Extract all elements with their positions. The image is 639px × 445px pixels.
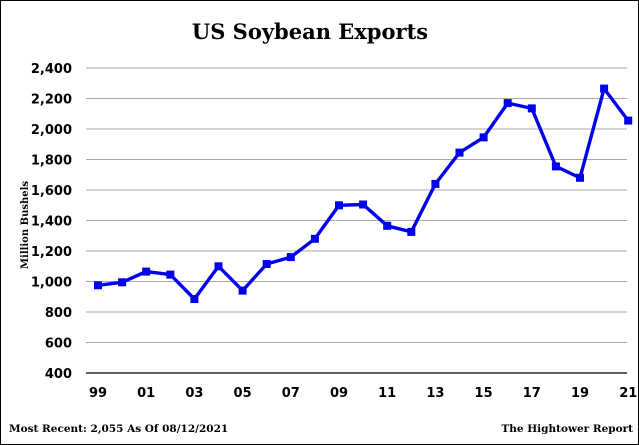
y-tick-label: 1,400 bbox=[31, 215, 72, 230]
data-point bbox=[335, 201, 343, 210]
data-point bbox=[214, 262, 223, 271]
y-tick-label: 1,600 bbox=[31, 184, 72, 199]
data-point bbox=[455, 148, 464, 157]
x-tick-label: 07 bbox=[282, 386, 300, 401]
series-line bbox=[96, 86, 630, 301]
y-tick-label: 1,800 bbox=[31, 154, 72, 169]
x-tick-label: 09 bbox=[330, 386, 348, 401]
gridlines bbox=[86, 67, 627, 374]
y-tick-label: 400 bbox=[45, 367, 72, 382]
y-tick-label: 2,200 bbox=[31, 93, 72, 108]
data-point bbox=[286, 253, 295, 262]
y-axis-label: Million Bushels bbox=[20, 181, 31, 269]
chart-title: US Soybean Exports bbox=[192, 19, 428, 44]
data-point bbox=[431, 179, 440, 188]
y-tick-labels: 2,400 2,200 2,000 1,800 1,600 1,400 1,200 1,000… bbox=[31, 62, 72, 382]
data-point bbox=[142, 267, 151, 276]
x-tick-label: 13 bbox=[426, 386, 444, 401]
series-group bbox=[94, 84, 633, 303]
x-tick-labels: 99 01 03 05 07 09 11 13 15 17 19 21 Est bbox=[89, 386, 639, 401]
data-point bbox=[407, 227, 416, 236]
data-point bbox=[576, 173, 584, 182]
y-tick-label: 1,000 bbox=[31, 276, 72, 291]
data-point bbox=[527, 104, 536, 113]
data-point bbox=[118, 278, 127, 287]
data-point bbox=[359, 200, 368, 209]
y-tick-label: 1,200 bbox=[31, 245, 72, 260]
x-tick-label: 15 bbox=[475, 386, 493, 401]
x-tick-label: 99 bbox=[89, 386, 107, 401]
x-tick-label: 01 bbox=[137, 386, 155, 401]
data-point bbox=[310, 234, 319, 243]
data-point bbox=[479, 133, 488, 142]
x-tick-label: 17 bbox=[523, 386, 541, 401]
data-point bbox=[551, 162, 560, 171]
footer-most-recent: Most Recent: 2,055 As Of 08/12/2021 bbox=[9, 423, 228, 435]
x-tick-label: 11 bbox=[378, 386, 396, 401]
data-point bbox=[600, 84, 609, 93]
x-tick-label: 21 Est bbox=[619, 386, 639, 401]
data-point bbox=[503, 99, 512, 108]
data-point bbox=[166, 270, 175, 279]
data-point bbox=[190, 295, 199, 303]
y-tick-label: 2,400 bbox=[31, 62, 72, 77]
data-point bbox=[238, 286, 247, 295]
data-point bbox=[94, 281, 102, 290]
y-tick-label: 800 bbox=[45, 306, 72, 321]
data-point bbox=[383, 221, 392, 230]
data-point bbox=[624, 116, 633, 125]
y-tick-label: 600 bbox=[45, 337, 72, 352]
y-tick-label: 2,000 bbox=[31, 123, 72, 138]
x-tick-label: 05 bbox=[234, 386, 252, 401]
x-tick-label: 03 bbox=[185, 386, 203, 401]
footer-source: The Hightower Report bbox=[501, 423, 633, 435]
data-point bbox=[262, 260, 271, 268]
x-tick-label: 19 bbox=[571, 386, 589, 401]
